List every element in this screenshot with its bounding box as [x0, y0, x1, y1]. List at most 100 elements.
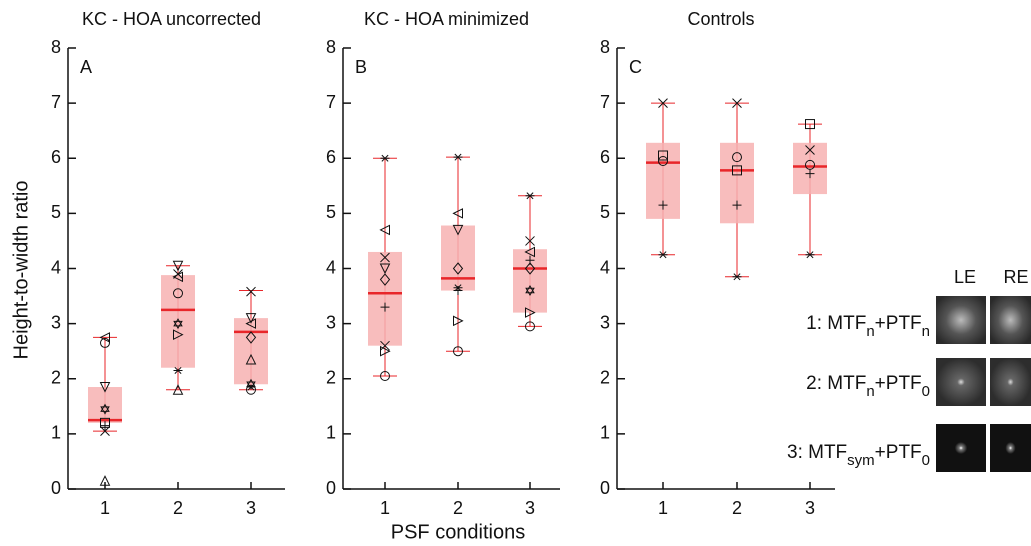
data-point [172, 384, 184, 395]
eye-label: LE [954, 267, 976, 287]
panel-title: KC - HOA minimized [364, 9, 529, 29]
box [368, 251, 402, 346]
data-point [525, 321, 535, 332]
x-tick-label: 1 [100, 498, 110, 518]
data-point [805, 145, 815, 155]
data-point [658, 150, 668, 161]
data-point [658, 200, 668, 210]
box [793, 142, 827, 195]
panel-letter: B [355, 57, 367, 77]
data-point [246, 383, 256, 391]
box [720, 142, 754, 224]
panel: KC - HOA uncorrected A 0 1 2 3 4 5 6 7 8 1 2 3 [51, 9, 285, 518]
data-point [658, 98, 668, 108]
y-tick-label: 5 [600, 202, 610, 222]
panel: Controls C 0 1 2 3 4 5 6 7 8 1 2 3 [600, 9, 835, 518]
condition-text: +PTF [875, 373, 922, 394]
data-point [246, 384, 256, 395]
condition-text: 1: MTF [806, 313, 866, 334]
x-tick-label: 1 [658, 498, 668, 518]
subscript: 0 [922, 452, 930, 469]
condition-text: 3: MTF [787, 442, 847, 463]
condition-label: 1: MTFn+PTFn [806, 313, 930, 340]
data-point [380, 302, 390, 312]
x-axis-label: PSF conditions [391, 521, 526, 543]
y-tick-label: 8 [51, 37, 61, 57]
y-tick-label: 1 [600, 423, 610, 443]
data-point [525, 192, 535, 200]
y-tick-label: 2 [600, 368, 610, 388]
data-point [245, 353, 257, 365]
data-point [245, 313, 257, 324]
data-point [173, 318, 183, 327]
data-point [245, 318, 256, 329]
data-point [452, 208, 463, 219]
subscript: n [866, 323, 874, 340]
subscript: n [922, 323, 930, 340]
y-tick-label: 8 [600, 37, 610, 57]
box [234, 318, 268, 385]
data-point [452, 224, 464, 236]
y-tick-label: 6 [326, 147, 336, 167]
data-point [525, 285, 535, 294]
y-tick-label: 7 [326, 92, 336, 112]
psf-image [936, 424, 986, 472]
data-point [100, 403, 110, 412]
y-tick-label: 5 [51, 202, 61, 222]
psf-image [990, 358, 1031, 406]
panel-title: Controls [687, 9, 754, 29]
data-point [173, 320, 183, 330]
data-point [245, 331, 257, 344]
y-tick-label: 4 [51, 257, 61, 277]
condition-text: +PTF [875, 442, 922, 463]
x-tick-label: 3 [805, 498, 815, 518]
data-point [452, 262, 464, 275]
x-tick-label: 2 [732, 498, 742, 518]
data-point [525, 307, 536, 318]
condition-text: 2: MTF [806, 373, 866, 394]
y-tick-label: 0 [51, 478, 61, 498]
y-tick-label: 0 [600, 478, 610, 498]
y-tick-label: 4 [600, 257, 610, 277]
data-point [100, 421, 110, 431]
data-point [99, 475, 111, 486]
data-point [172, 271, 183, 283]
data-point [173, 288, 183, 299]
data-point [173, 329, 184, 340]
data-point [173, 366, 183, 374]
condition-label: 3: MTFsym+PTF0 [787, 442, 930, 469]
psf-image [936, 296, 986, 344]
data-point [732, 165, 742, 176]
data-point [100, 337, 110, 348]
data-point [380, 340, 390, 351]
data-point [525, 236, 535, 246]
psf-image [990, 424, 1031, 472]
y-tick-label: 0 [326, 478, 336, 498]
data-point [99, 382, 111, 393]
data-point [100, 406, 110, 415]
subscript: sym [847, 452, 875, 469]
x-tick-label: 3 [525, 498, 535, 518]
data-point [732, 273, 742, 281]
data-point [525, 287, 535, 297]
data-point [453, 153, 463, 161]
data-point [380, 252, 390, 263]
y-tick-label: 1 [326, 423, 336, 443]
panel-letter: A [80, 57, 92, 77]
y-tick-label: 6 [600, 147, 610, 167]
data-point [379, 224, 390, 236]
y-tick-label: 6 [51, 147, 61, 167]
data-point [453, 346, 463, 357]
condition-label: 2: MTFn+PTF0 [806, 373, 930, 400]
data-point [380, 370, 390, 381]
psf-image [990, 296, 1031, 344]
x-tick-label: 2 [173, 498, 183, 518]
data-point [732, 200, 742, 210]
y-tick-label: 8 [326, 37, 336, 57]
data-point [172, 260, 184, 272]
y-tick-label: 3 [51, 312, 61, 332]
y-axis-label: Height-to-width ratio [10, 181, 32, 360]
subscript: 0 [922, 383, 930, 400]
data-point [658, 251, 668, 259]
